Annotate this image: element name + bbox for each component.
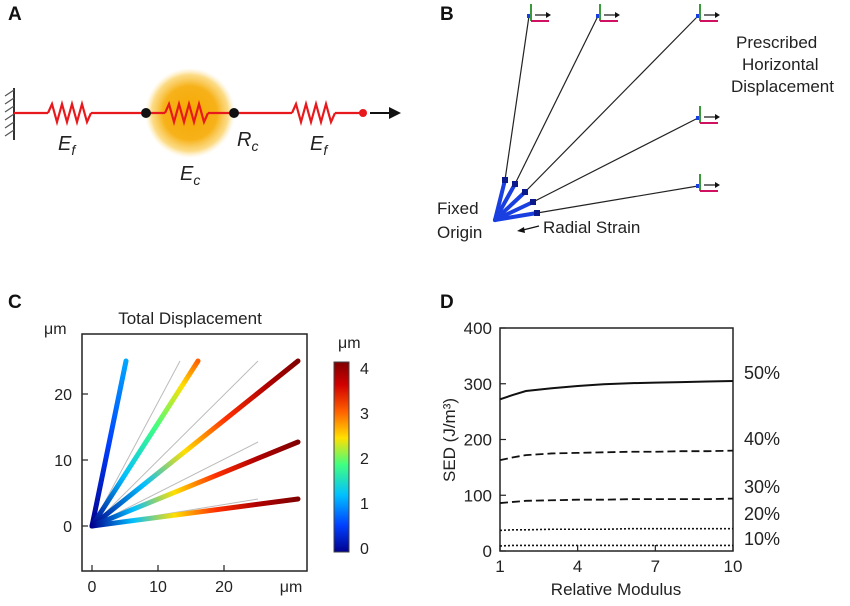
radial-strain-label: Radial Strain — [543, 218, 640, 237]
label-ef-right: Ef — [310, 133, 329, 158]
node-right — [229, 108, 239, 118]
radial-fiber-diagram: Prescribed Horizontal Displacement Fixed… — [437, 4, 834, 242]
deformed-fiber — [89, 358, 301, 529]
colorbar — [333, 361, 350, 553]
label-ec: Ec — [180, 163, 200, 188]
label-rc: Rc — [237, 129, 258, 154]
panel-label-c: C — [8, 292, 22, 313]
x-tick-label: 10 — [149, 579, 167, 596]
fiber-line — [536, 185, 699, 214]
prescribed-line2: Horizontal — [742, 55, 819, 74]
y-tick-label: 10 — [54, 453, 72, 470]
fiber-line — [504, 15, 530, 181]
series-line — [499, 449, 734, 462]
fixed-origin-line2: Origin — [437, 223, 482, 242]
spring-fiber-left — [46, 99, 93, 127]
series-label: 20% — [744, 504, 780, 524]
y-tick-label: 400 — [464, 319, 492, 338]
deformed-fiber — [89, 358, 129, 529]
series-label: 10% — [744, 529, 780, 549]
load-point — [359, 109, 367, 117]
y-tick-label: 200 — [464, 431, 492, 450]
fiber-line — [514, 15, 599, 185]
label-ef-left: Ef — [58, 133, 77, 158]
series-label: 30% — [744, 477, 780, 497]
y-tick-label: 0 — [63, 519, 72, 536]
y-unit-label: μm — [44, 321, 67, 338]
panel-label-b: B — [440, 4, 454, 25]
x-tick-label: 10 — [724, 557, 743, 576]
colorbar-unit: μm — [338, 335, 361, 352]
plot-frame — [81, 333, 308, 572]
series-line — [499, 527, 733, 532]
colorbar-tick: 3 — [360, 406, 369, 423]
bc-marker — [527, 4, 720, 192]
colorbar-tick: 0 — [360, 541, 369, 558]
series-line — [499, 497, 734, 504]
y-tick-label: 300 — [464, 375, 492, 394]
cell-core — [145, 68, 235, 158]
series-line — [499, 544, 733, 547]
x-tick-label: 4 — [573, 557, 582, 576]
spring-fiber-right — [290, 99, 337, 127]
deformed-fiber — [89, 496, 301, 529]
force-arrow — [370, 107, 401, 119]
fixed-wall — [4, 88, 15, 140]
sed-chart: 0 100 200 300 400 1 4 7 10 50% 40% 30% 20% 10% Relat… — [440, 319, 780, 599]
fiber-line — [532, 117, 699, 203]
y-tick-label: 20 — [54, 387, 72, 404]
chart-frame — [499, 327, 734, 552]
fixed-origin-line1: Fixed — [437, 199, 479, 218]
deformed-fiber — [89, 439, 301, 529]
series-label: 40% — [744, 429, 780, 449]
colorbar-tick: 4 — [360, 361, 369, 378]
panel-label-a: A — [8, 4, 22, 25]
colorbar-tick: 1 — [360, 496, 369, 513]
series-line — [499, 379, 734, 401]
colorbar-tick: 2 — [360, 451, 369, 468]
panel-label-d: D — [440, 292, 454, 313]
y-tick-label: 100 — [464, 486, 492, 505]
x-tick-label: 0 — [88, 579, 97, 596]
deformed-fiber — [89, 358, 201, 529]
x-axis-label: Relative Modulus — [551, 580, 681, 599]
displacement-title: Total Displacement — [118, 309, 262, 328]
x-unit-label: μm — [280, 579, 303, 596]
displacement-plot: Total Displacement μm 20 10 0 0 10 20 μm… — [44, 309, 369, 596]
y-axis-label: SED (J/m³) — [440, 398, 459, 482]
series-label: 50% — [744, 363, 780, 383]
prescribed-line3: Displacement — [731, 77, 834, 96]
radial-strain-arrow — [517, 225, 540, 233]
spring-model-diagram: Ef Ec Rc Ef — [4, 68, 401, 188]
fiber-line — [524, 15, 699, 193]
x-tick-label: 7 — [651, 557, 660, 576]
spring-core — [163, 99, 210, 127]
x-tick-label: 1 — [495, 557, 504, 576]
node-left — [141, 108, 151, 118]
y-tick-label: 0 — [483, 542, 492, 561]
prescribed-line1: Prescribed — [736, 33, 817, 52]
x-tick-label: 20 — [215, 579, 233, 596]
